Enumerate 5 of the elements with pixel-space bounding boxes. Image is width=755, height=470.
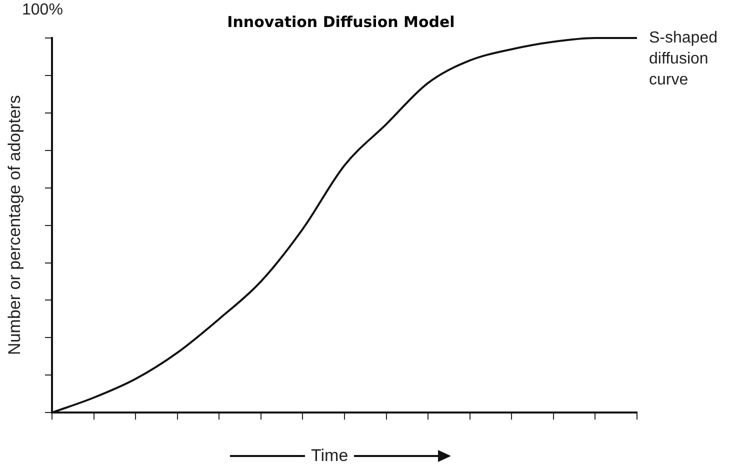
text: S-shaped diffusion curve	[649, 29, 718, 88]
chart-title: Innovation Diffusion Model	[227, 12, 455, 31]
y-axis-title: Number or percentage of adopters	[5, 94, 25, 357]
x-axis-title: Time	[311, 446, 348, 466]
text: 100%	[22, 1, 63, 18]
